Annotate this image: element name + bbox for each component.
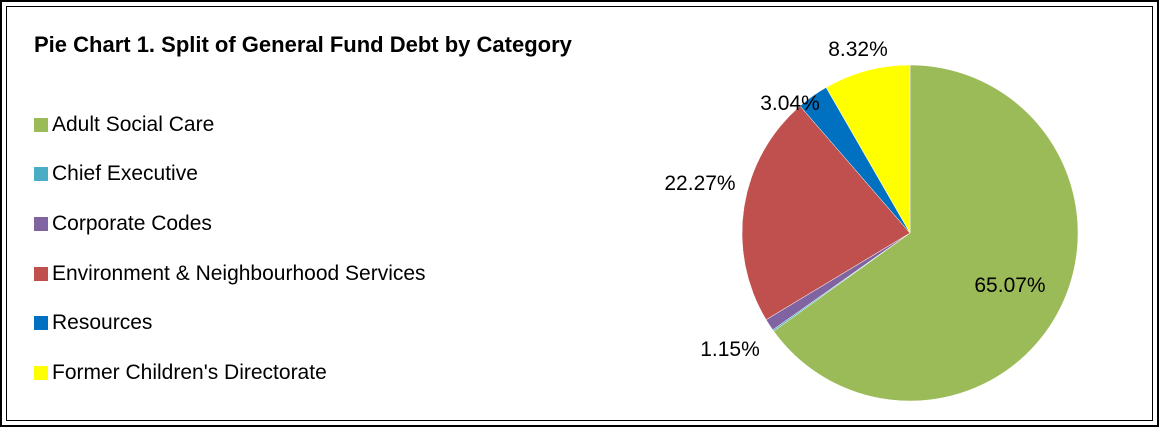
data-label: 3.04% <box>760 92 820 115</box>
legend-label: Chief Executive <box>52 162 198 186</box>
pie-slice-adult-social-care <box>773 64 1079 402</box>
chart-area <box>6 6 1153 421</box>
legend-item-chief-executive: Chief Executive <box>34 150 426 200</box>
legend-label: Corporate Codes <box>52 211 212 235</box>
legend-swatch <box>34 266 48 281</box>
legend: Adult Social Care Chief Executive Corpor… <box>34 100 426 398</box>
legend-item-environment: Environment & Neighbourhood Services <box>34 249 426 299</box>
pie-slice-former-children-s-directorate <box>825 64 911 234</box>
data-label: 22.27% <box>664 172 735 195</box>
data-label: 65.07% <box>974 274 1045 297</box>
legend-label: Adult Social Care <box>52 112 215 136</box>
legend-label: Environment & Neighbourhood Services <box>52 261 426 285</box>
legend-item-former-childrens-directorate: Former Children's Directorate <box>34 348 426 398</box>
legend-swatch <box>34 365 48 380</box>
legend-item-adult-social-care: Adult Social Care <box>34 100 426 150</box>
legend-swatch <box>34 117 48 132</box>
legend-swatch <box>34 316 48 331</box>
data-label: 1.15% <box>700 338 760 361</box>
legend-item-corporate-codes: Corporate Codes <box>34 199 426 249</box>
legend-label: Resources <box>52 311 153 335</box>
data-label: 8.32% <box>828 38 888 61</box>
legend-item-resources: Resources <box>34 298 426 348</box>
chart-title: Pie Chart 1. Split of General Fund Debt … <box>34 32 572 57</box>
legend-label: Former Children's Directorate <box>52 360 327 384</box>
legend-swatch <box>34 167 48 182</box>
pie-slice-environment-neighbourhood-services <box>741 105 911 321</box>
legend-swatch <box>34 216 48 231</box>
